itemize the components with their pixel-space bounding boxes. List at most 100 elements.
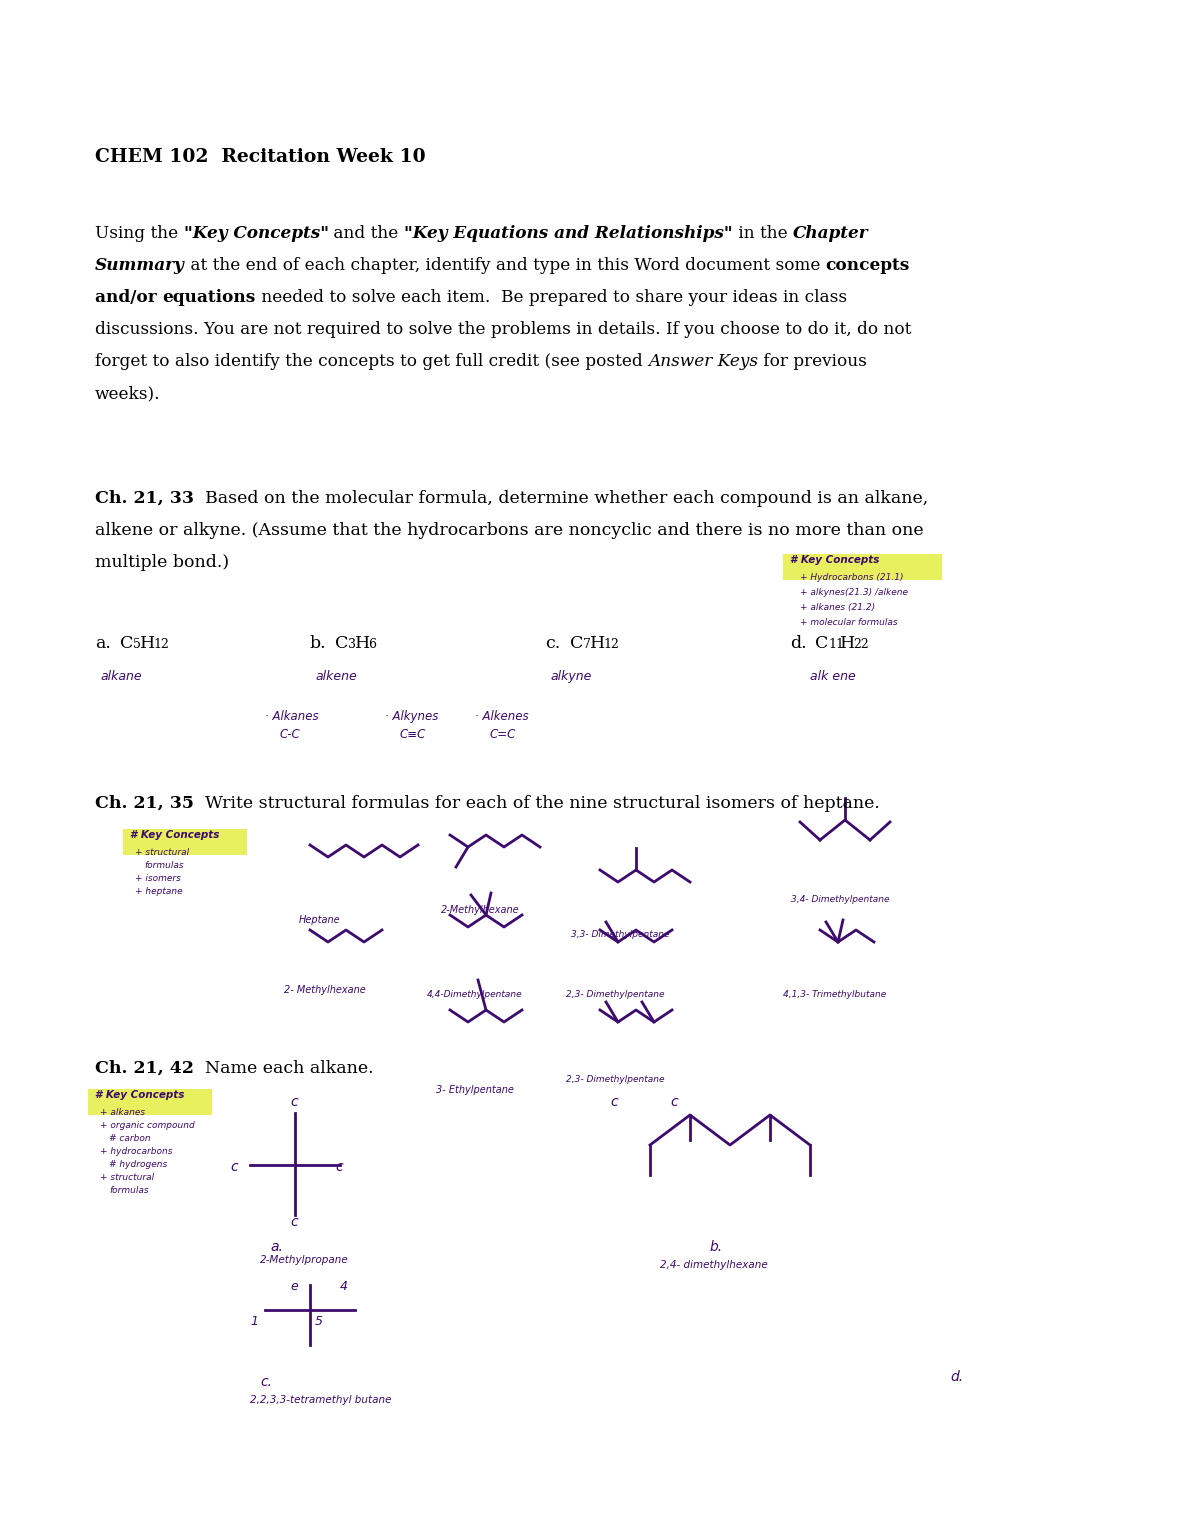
Text: 3,4- Dimethylpentane: 3,4- Dimethylpentane <box>791 896 889 903</box>
Text: + alkanes: + alkanes <box>100 1108 145 1118</box>
Text: 3- Ethylpentane: 3- Ethylpentane <box>436 1085 514 1095</box>
Text: equations: equations <box>163 289 256 306</box>
Text: a.: a. <box>95 635 110 652</box>
Text: + alkanes (21.2): + alkanes (21.2) <box>800 603 875 612</box>
Text: Ch. 21, 33: Ch. 21, 33 <box>95 490 194 507</box>
Text: c: c <box>670 1095 678 1108</box>
Text: + hydrocarbons: + hydrocarbons <box>100 1147 173 1156</box>
Text: + structural: + structural <box>100 1173 154 1182</box>
Text: Name each alkane.: Name each alkane. <box>194 1059 373 1076</box>
Text: 2-Methylhexane: 2-Methylhexane <box>440 905 520 916</box>
Text: b.: b. <box>710 1240 724 1254</box>
Text: 6: 6 <box>368 638 376 651</box>
Text: Heptane: Heptane <box>299 916 341 925</box>
Text: CHEM 102  Recitation Week 10: CHEM 102 Recitation Week 10 <box>95 149 426 165</box>
Text: a.: a. <box>270 1240 283 1254</box>
Text: 7: 7 <box>583 638 590 651</box>
Text: 4,4-Dimethylpentane: 4,4-Dimethylpentane <box>427 991 523 1000</box>
Text: H: H <box>840 635 856 652</box>
Text: C≡C: C≡C <box>400 729 426 741</box>
Text: c: c <box>335 1160 343 1174</box>
Text: in the: in the <box>733 225 793 242</box>
Text: c: c <box>290 1095 298 1108</box>
Text: H: H <box>590 635 605 652</box>
Text: alkyne: alkyne <box>550 671 592 683</box>
Text: 2-Methylpropane: 2-Methylpropane <box>260 1255 349 1265</box>
Text: alkane: alkane <box>100 671 142 683</box>
Text: alkene: alkene <box>314 671 356 683</box>
Text: formulas: formulas <box>144 860 184 870</box>
Text: c: c <box>230 1160 238 1174</box>
Text: Based on the molecular formula, determine whether each compound is an alkane,: Based on the molecular formula, determin… <box>194 490 929 507</box>
Text: c.: c. <box>545 635 560 652</box>
Text: + molecular formulas: + molecular formulas <box>800 619 898 628</box>
Text: Summary: Summary <box>95 257 185 274</box>
Text: multiple bond.): multiple bond.) <box>95 554 229 571</box>
Text: C-C: C-C <box>280 729 301 741</box>
Text: and/or: and/or <box>95 289 163 306</box>
Text: Write structural formulas for each of the nine structural isomers of heptane.: Write structural formulas for each of th… <box>194 795 880 811</box>
Text: needed to solve each item.  Be prepared to share your ideas in class: needed to solve each item. Be prepared t… <box>256 289 847 306</box>
Text: 2,3- Dimethylpentane: 2,3- Dimethylpentane <box>565 1075 665 1084</box>
Text: Answer Keys: Answer Keys <box>648 354 758 371</box>
Text: C=C: C=C <box>490 729 516 741</box>
Text: 2,3- Dimethylpentane: 2,3- Dimethylpentane <box>565 991 665 1000</box>
Text: · Alkynes: · Alkynes <box>385 710 438 723</box>
Text: # Key Concepts: # Key Concepts <box>130 830 220 841</box>
Text: forget to also identify the concepts to get full credit (see posted: forget to also identify the concepts to … <box>95 354 648 371</box>
Text: Ch. 21, 42: Ch. 21, 42 <box>95 1059 194 1076</box>
Text: + structural: + structural <box>134 848 190 857</box>
FancyBboxPatch shape <box>88 1089 212 1115</box>
Text: c: c <box>290 1216 298 1229</box>
Text: + organic compound: + organic compound <box>100 1121 194 1130</box>
Text: b.: b. <box>310 635 326 652</box>
Text: H: H <box>355 635 371 652</box>
Text: # hydrogens: # hydrogens <box>109 1160 167 1170</box>
Text: d.: d. <box>950 1370 964 1384</box>
Text: C: C <box>570 635 583 652</box>
Text: discussions. You are not required to solve the problems in details. If you choos: discussions. You are not required to sol… <box>95 322 911 338</box>
Text: # Key Concepts: # Key Concepts <box>95 1090 185 1099</box>
Text: alkene or alkyne. (Assume that the hydrocarbons are noncyclic and there is no mo: alkene or alkyne. (Assume that the hydro… <box>95 522 924 539</box>
Text: · Alkenes: · Alkenes <box>475 710 529 723</box>
Text: 2,2,3,3-tetramethyl butane: 2,2,3,3-tetramethyl butane <box>250 1395 391 1405</box>
Text: Using the: Using the <box>95 225 184 242</box>
Text: C: C <box>120 635 133 652</box>
Text: c.: c. <box>260 1375 272 1389</box>
Text: 12: 12 <box>604 638 619 651</box>
Text: C: C <box>335 635 348 652</box>
Text: Chapter: Chapter <box>793 225 869 242</box>
Text: · Alkanes: · Alkanes <box>265 710 319 723</box>
Text: + Hydrocarbons (21.1): + Hydrocarbons (21.1) <box>800 573 904 582</box>
Text: at the end of each chapter, identify and type in this Word document some: at the end of each chapter, identify and… <box>185 257 826 274</box>
Text: 2,4- dimethylhexane: 2,4- dimethylhexane <box>660 1260 768 1271</box>
FancyBboxPatch shape <box>124 828 247 854</box>
Text: + alkynes(21.3) /alkene: + alkynes(21.3) /alkene <box>800 588 908 597</box>
Text: H: H <box>140 635 155 652</box>
Text: concepts: concepts <box>826 257 910 274</box>
Text: + heptane: + heptane <box>134 886 182 896</box>
Text: 2- Methylhexane: 2- Methylhexane <box>284 984 366 995</box>
Text: C: C <box>815 635 828 652</box>
Text: Ch. 21, 35: Ch. 21, 35 <box>95 795 194 811</box>
Text: 4,1,3- Trimethylbutane: 4,1,3- Trimethylbutane <box>784 991 887 1000</box>
Text: + isomers: + isomers <box>134 874 181 883</box>
Text: # Key Concepts: # Key Concepts <box>790 556 880 565</box>
Text: 5: 5 <box>133 638 140 651</box>
Text: # carbon: # carbon <box>109 1134 151 1144</box>
Text: 11: 11 <box>828 638 844 651</box>
Text: 3,3- Dimethylpentane: 3,3- Dimethylpentane <box>571 929 670 939</box>
Text: 5: 5 <box>314 1315 323 1327</box>
Text: alk ene: alk ene <box>810 671 856 683</box>
FancyBboxPatch shape <box>784 554 942 580</box>
Text: d.: d. <box>790 635 806 652</box>
Text: and the: and the <box>329 225 404 242</box>
Text: for previous: for previous <box>758 354 866 371</box>
Text: e: e <box>290 1280 298 1294</box>
Text: formulas: formulas <box>109 1187 149 1196</box>
Text: "Key Equations and Relationships": "Key Equations and Relationships" <box>404 225 733 242</box>
Text: 3: 3 <box>348 638 356 651</box>
Text: 12: 12 <box>154 638 169 651</box>
Text: 4: 4 <box>340 1280 348 1294</box>
Text: weeks).: weeks). <box>95 384 161 403</box>
